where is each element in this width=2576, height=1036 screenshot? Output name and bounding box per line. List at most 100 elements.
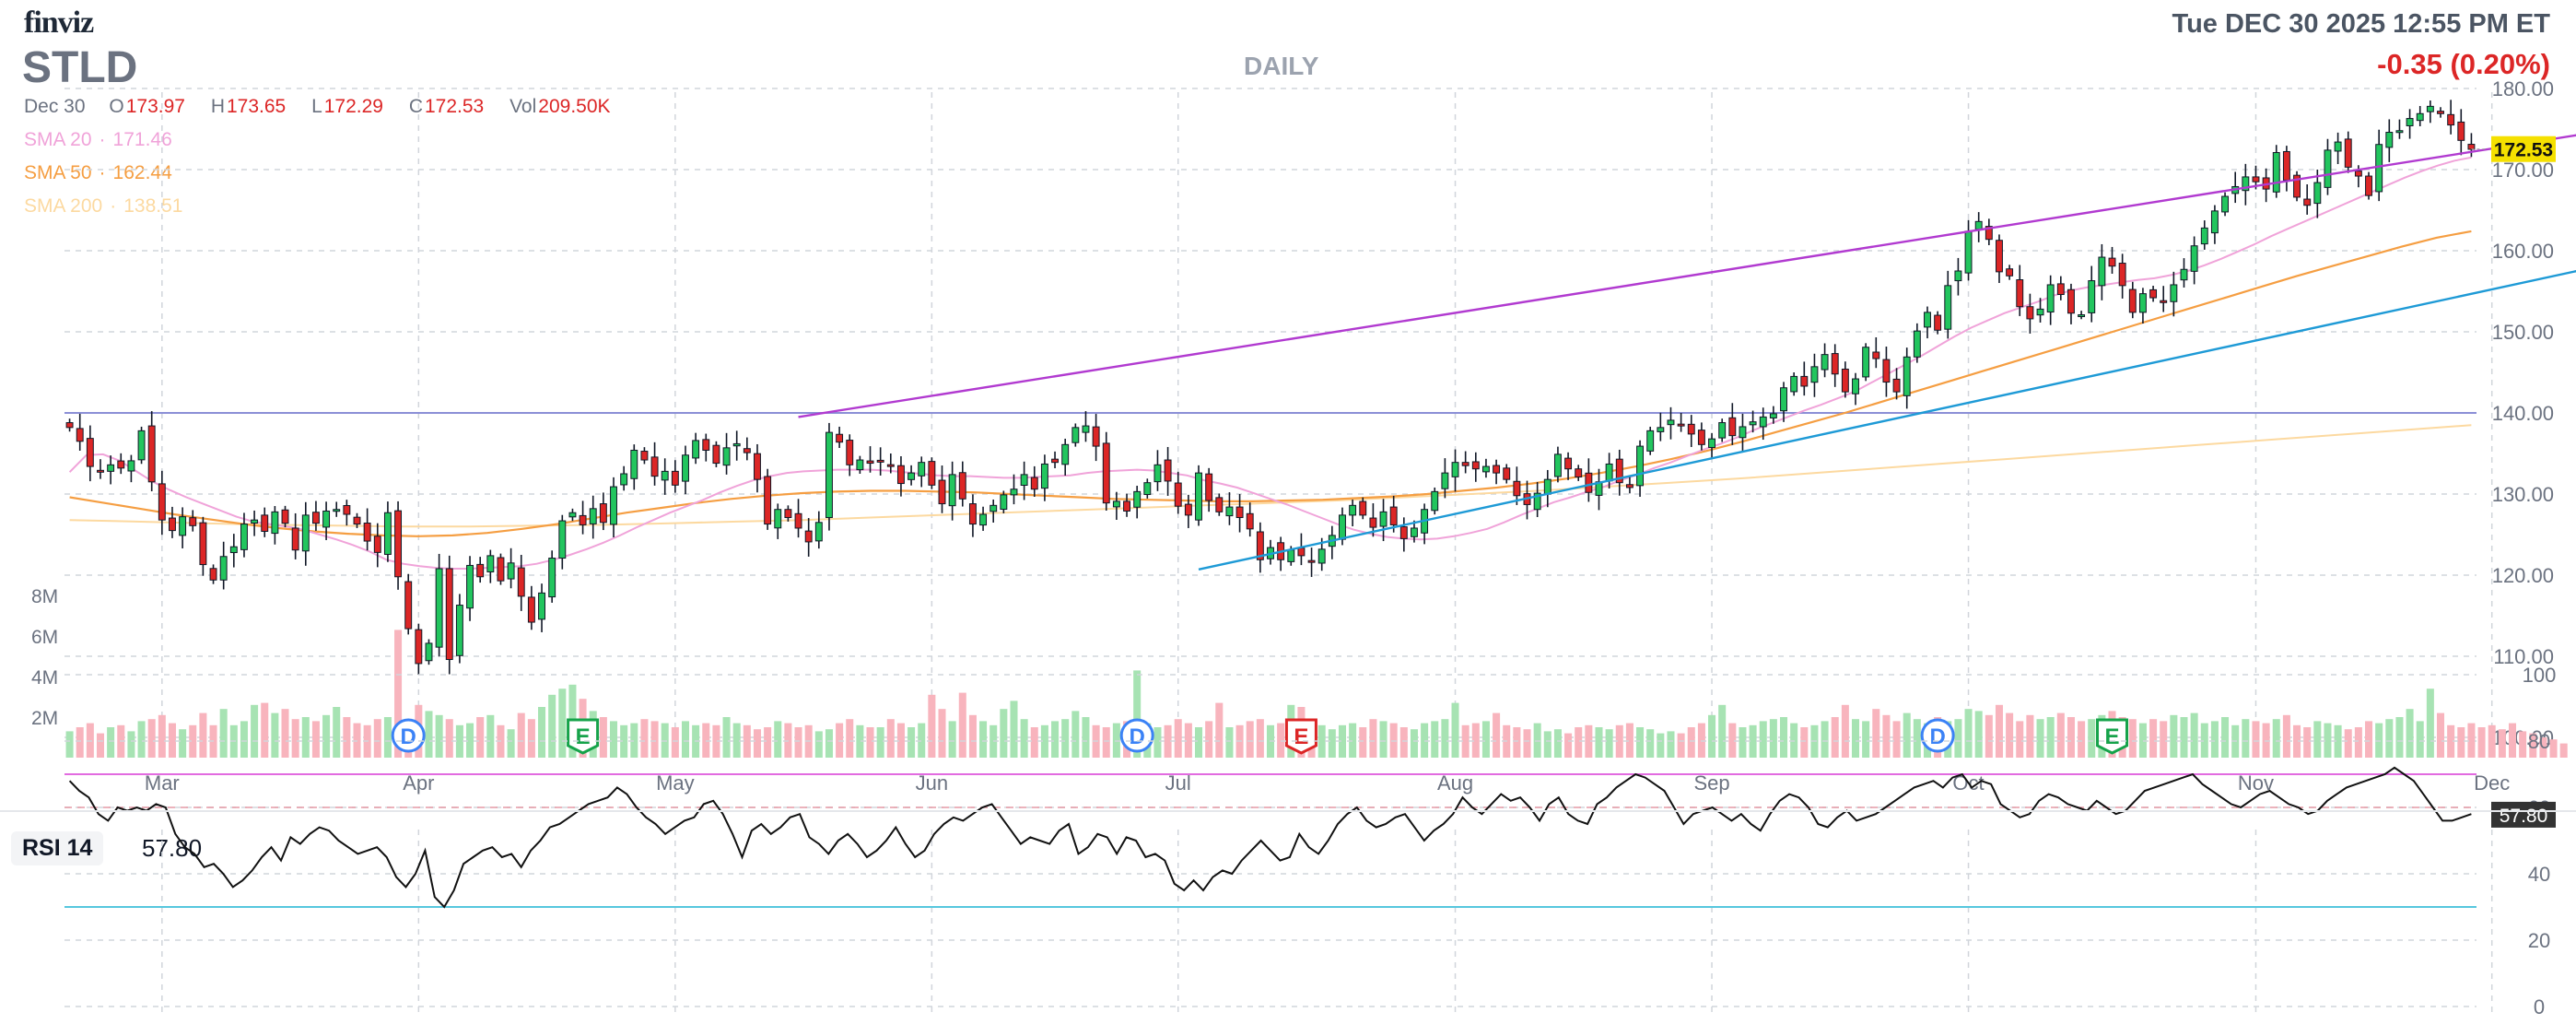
candle-up bbox=[1543, 478, 1551, 495]
candle-up bbox=[435, 568, 443, 648]
volume-bar bbox=[1564, 733, 1573, 758]
candle-up bbox=[918, 462, 926, 477]
finviz-logo[interactable]: finviz bbox=[24, 6, 94, 40]
candle-down bbox=[2282, 150, 2290, 181]
candle-down bbox=[1235, 506, 1244, 519]
candle-down bbox=[1625, 484, 1633, 489]
volume-bar bbox=[179, 729, 187, 758]
sma20-label: SMA 20 bbox=[24, 129, 92, 150]
volume-bar bbox=[538, 707, 546, 758]
rsi-value: 57.80 bbox=[142, 834, 203, 862]
volume-bar bbox=[2488, 724, 2496, 758]
volume-bar bbox=[2498, 729, 2506, 758]
sma200-value: 138.51 bbox=[123, 195, 183, 217]
candle-down bbox=[968, 503, 977, 525]
volume-bar bbox=[886, 719, 895, 758]
candle-up bbox=[989, 504, 998, 512]
volume-bar bbox=[1749, 724, 1757, 758]
candle-down bbox=[1585, 472, 1593, 493]
volume-bar bbox=[1780, 717, 1788, 758]
volume-bar bbox=[1667, 731, 1675, 758]
close-label: C bbox=[408, 96, 423, 117]
candle-up bbox=[2416, 112, 2424, 122]
volume-bar bbox=[1841, 704, 1849, 758]
volume-bar bbox=[1051, 721, 1060, 758]
candle-down bbox=[2293, 174, 2301, 198]
volume-bar bbox=[712, 724, 720, 758]
candle-down bbox=[1985, 226, 1993, 241]
sma50-legend[interactable]: SMA 50 · 162.44 bbox=[24, 162, 172, 183]
volume-bar bbox=[1030, 727, 1038, 758]
volume-bar bbox=[1102, 727, 1110, 758]
candle-up bbox=[814, 522, 823, 542]
sma20-legend[interactable]: SMA 20 · 171.46 bbox=[24, 129, 172, 150]
candle-down bbox=[2303, 198, 2312, 206]
volume-bar bbox=[2221, 717, 2230, 758]
volume-bar bbox=[2457, 727, 2465, 758]
sma20-line bbox=[68, 156, 2472, 570]
volume-bar bbox=[1338, 724, 1346, 758]
volume-value: 209.50K bbox=[538, 96, 611, 117]
candle-down bbox=[86, 438, 94, 467]
candle-up bbox=[179, 516, 187, 536]
candle-up bbox=[1749, 421, 1757, 426]
candle-up bbox=[2046, 284, 2055, 313]
volume-bar bbox=[2549, 739, 2558, 758]
volume-bar bbox=[1892, 721, 1901, 758]
candle-down bbox=[2354, 171, 2362, 177]
price-tick-label: 120.00 bbox=[2492, 564, 2554, 587]
candle-up bbox=[1944, 285, 1952, 330]
volume-bar bbox=[1615, 724, 1623, 758]
volume-bar bbox=[1523, 729, 1531, 758]
close-value: 172.53 bbox=[425, 96, 485, 117]
candle-down bbox=[1102, 442, 1110, 504]
event-marker-label: E bbox=[1294, 724, 1308, 749]
candle-up bbox=[2036, 308, 2044, 316]
candle-up bbox=[1821, 354, 1829, 371]
candle-up bbox=[2088, 280, 2096, 313]
candle-up bbox=[1195, 472, 1202, 521]
candle-up bbox=[722, 447, 731, 466]
candle-up bbox=[558, 520, 567, 559]
candle-up bbox=[825, 431, 833, 519]
candle-up bbox=[1913, 330, 1921, 358]
candle-up bbox=[1379, 511, 1388, 527]
volume-bar bbox=[271, 712, 279, 758]
volume-bar bbox=[1359, 727, 1367, 758]
candle-down bbox=[1687, 423, 1695, 435]
volume-bar bbox=[1225, 727, 1234, 758]
candle-down bbox=[938, 479, 946, 505]
volume-bar bbox=[2149, 719, 2158, 758]
candle-down bbox=[1996, 240, 2003, 273]
candle-up bbox=[1852, 378, 1859, 394]
rsi-label[interactable]: RSI 14 bbox=[11, 831, 104, 865]
last-price-badge bbox=[2491, 135, 2556, 162]
candle-up bbox=[1780, 387, 1787, 412]
candle-down bbox=[1503, 467, 1511, 480]
volume-bar bbox=[2354, 727, 2362, 758]
candle-up bbox=[251, 519, 259, 524]
candle-down bbox=[199, 522, 207, 566]
volume-bar bbox=[1082, 717, 1090, 758]
candle-down bbox=[1677, 423, 1685, 427]
candle-down bbox=[2016, 279, 2024, 308]
candle-down bbox=[2026, 306, 2034, 320]
volume-bar bbox=[2078, 721, 2086, 758]
volume-bar bbox=[2138, 723, 2147, 758]
volume-bar bbox=[2210, 721, 2219, 758]
sma200-legend[interactable]: SMA 200 · 138.51 bbox=[24, 195, 183, 217]
volume-bar bbox=[1903, 712, 1911, 758]
candle-down bbox=[2160, 300, 2168, 303]
channel-trendline bbox=[798, 134, 2576, 418]
candle-up bbox=[1862, 347, 1870, 378]
candle-down bbox=[743, 448, 751, 453]
candle-down bbox=[1215, 497, 1224, 512]
volume-bar bbox=[1513, 727, 1521, 758]
candle-up bbox=[1451, 462, 1459, 477]
volume-bar bbox=[2436, 712, 2445, 758]
candle-up bbox=[322, 510, 331, 528]
volume-bar bbox=[1636, 727, 1645, 758]
candle-up bbox=[301, 514, 310, 552]
candle-up bbox=[948, 474, 956, 507]
